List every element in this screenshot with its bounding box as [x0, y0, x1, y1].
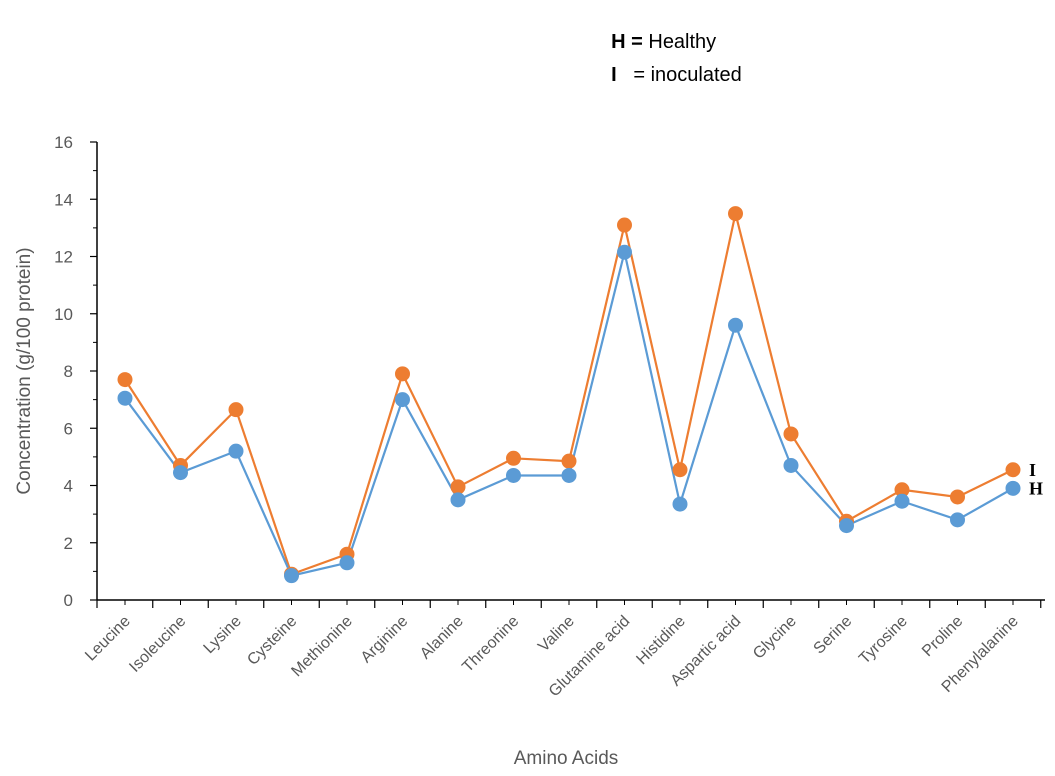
data-point-h [839, 518, 854, 534]
x-category-label: Arginine [358, 613, 412, 667]
y-tick-label: 2 [64, 534, 73, 553]
data-point-i [1005, 462, 1021, 478]
x-category-label: Isoleucine [126, 613, 189, 676]
data-point-i [894, 482, 910, 498]
y-tick-label: 8 [64, 362, 73, 381]
y-tick-label: 16 [54, 133, 73, 152]
x-category-label: Threonine [459, 613, 522, 676]
data-point-i [117, 372, 133, 388]
legend-text-healthy: Healthy [642, 31, 717, 53]
data-point-i [561, 453, 577, 469]
data-point-h [894, 493, 910, 509]
legend-text-inoculated: = inoculated [616, 64, 742, 86]
data-point-h [173, 465, 188, 481]
data-point-i [728, 206, 743, 222]
legend-key-i: I [611, 64, 617, 86]
series-line-h [124, 251, 1014, 577]
x-category-label: Glycine [750, 613, 800, 663]
data-point-h [950, 512, 965, 528]
x-category-label: Proline [919, 613, 966, 660]
y-tick-label: 0 [64, 591, 73, 610]
chart-series: HI [117, 206, 1043, 584]
data-point-h [339, 555, 355, 571]
data-point-i [783, 426, 799, 442]
data-point-i [228, 402, 244, 418]
data-point-i [672, 462, 688, 478]
data-point-i [950, 489, 965, 505]
x-category-label: Methionine [288, 613, 355, 680]
x-axis-title: Amino Acids [514, 748, 619, 769]
y-tick-label: 4 [64, 477, 73, 496]
x-category-label: Tyrosine [856, 613, 911, 668]
data-point-h [284, 568, 299, 584]
data-point-h [395, 392, 410, 408]
data-point-h [1005, 480, 1021, 496]
data-point-h [228, 443, 244, 459]
data-point-h [783, 457, 799, 473]
x-category-label: Cysteine [244, 613, 300, 669]
x-category-label: Valine [535, 613, 578, 656]
data-point-i [395, 366, 410, 382]
series-end-label-i: I [1029, 460, 1036, 480]
data-point-i [617, 217, 632, 233]
x-category-label: Serine [811, 613, 856, 658]
y-tick-label: 12 [54, 248, 73, 267]
data-point-h [617, 244, 632, 260]
legend-item-inoculated: I = inoculated [600, 41, 742, 87]
series-line-i [124, 213, 1014, 576]
y-axis-title: Concentration (g/100 protein) [14, 247, 35, 494]
legend-item-healthy: H = Healthy [600, 8, 716, 54]
x-category-label: Leucine [82, 613, 134, 665]
x-category-label: Histidine [633, 613, 688, 668]
data-point-h [506, 467, 521, 483]
x-category-label: Alanine [417, 613, 467, 663]
series-end-label-h: H [1029, 478, 1043, 498]
legend-key-h: H = [611, 31, 643, 53]
data-point-h [117, 390, 133, 406]
data-point-i [506, 450, 521, 466]
y-tick-label: 6 [64, 419, 73, 438]
data-point-h [728, 317, 743, 333]
data-point-h [450, 492, 466, 508]
data-point-i [450, 479, 466, 495]
data-point-h [561, 467, 577, 483]
x-category-label: Lysine [201, 613, 245, 657]
data-point-h [672, 496, 688, 512]
y-tick-label: 10 [54, 305, 73, 324]
y-tick-label: 14 [54, 190, 73, 209]
